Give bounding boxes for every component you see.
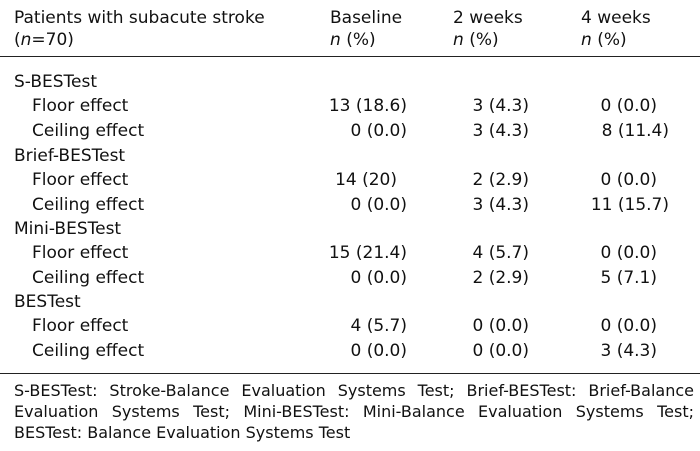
table-row: Ceiling effect 0 (0.0) 3 (4.3) 8 (11.4) bbox=[0, 119, 700, 143]
units-pct: (%) bbox=[597, 30, 627, 50]
header-cell-4weeks: 4 weeks n (%) bbox=[581, 7, 651, 51]
units-n: n bbox=[453, 30, 464, 50]
header-4weeks-label: 4 weeks bbox=[581, 8, 651, 28]
header-2weeks-units: n (%) bbox=[453, 29, 523, 51]
table-row: Ceiling effect 0 (0.0) 2 (2.9) 5 (7.1) bbox=[0, 266, 700, 290]
group-title-row: BESTest bbox=[0, 290, 700, 314]
cell-baseline: 0 (0.0) bbox=[350, 268, 407, 288]
cell-4weeks: 5 (7.1) bbox=[600, 268, 657, 288]
row-label: Floor effect bbox=[32, 96, 129, 116]
cell-baseline: 0 (0.0) bbox=[350, 195, 407, 215]
row-label: Floor effect bbox=[32, 170, 129, 190]
header-cell-patients: Patients with subacute stroke (n=70) bbox=[14, 7, 265, 51]
units-pct: (%) bbox=[469, 30, 499, 50]
cell-2weeks: 2 (2.9) bbox=[472, 170, 529, 190]
row-label: Ceiling effect bbox=[32, 341, 145, 361]
header-cell-2weeks: 2 weeks n (%) bbox=[453, 7, 523, 51]
header-sample-open: ( bbox=[14, 30, 21, 50]
table-row: Ceiling effect 0 (0.0) 0 (0.0) 3 (4.3) bbox=[0, 339, 700, 363]
units-n: n bbox=[330, 30, 341, 50]
cell-2weeks: 0 (0.0) bbox=[472, 316, 529, 336]
cell-2weeks: 3 (4.3) bbox=[472, 121, 529, 141]
header-sample-n: n bbox=[20, 30, 32, 50]
cell-4weeks: 0 (0.0) bbox=[600, 243, 657, 263]
cell-baseline: 0 (0.0) bbox=[350, 121, 407, 141]
header-sample-size: (n=70) bbox=[14, 29, 265, 51]
group-title: S-BESTest bbox=[14, 72, 97, 92]
cell-2weeks: 3 (4.3) bbox=[472, 195, 529, 215]
cell-baseline: 14 (20) bbox=[335, 170, 397, 190]
table-header: Patients with subacute stroke (n=70) Bas… bbox=[0, 0, 700, 57]
footer-divider bbox=[0, 373, 700, 374]
table-row: Ceiling effect 0 (0.0) 3 (4.3) 11 (15.7) bbox=[0, 193, 700, 217]
table-row: Floor effect 4 (5.7) 0 (0.0) 0 (0.0) bbox=[0, 314, 700, 338]
header-4weeks-units: n (%) bbox=[581, 29, 651, 51]
table-row: Floor effect 14 (20) 2 (2.9) 0 (0.0) bbox=[0, 168, 700, 192]
cell-2weeks: 2 (2.9) bbox=[472, 268, 529, 288]
row-label: Ceiling effect bbox=[32, 195, 145, 215]
group-title: BESTest bbox=[14, 292, 81, 312]
cell-4weeks: 8 (11.4) bbox=[601, 121, 669, 141]
cell-2weeks: 3 (4.3) bbox=[472, 96, 529, 116]
cell-baseline: 15 (21.4) bbox=[328, 243, 407, 263]
row-label: Ceiling effect bbox=[32, 121, 145, 141]
header-cell-baseline: Baseline n (%) bbox=[330, 7, 402, 51]
cell-2weeks: 4 (5.7) bbox=[472, 243, 529, 263]
row-label: Floor effect bbox=[32, 316, 129, 336]
group-title-row: S-BESTest bbox=[0, 70, 700, 94]
group-title: Brief-BESTest bbox=[14, 146, 126, 166]
cell-baseline: 0 (0.0) bbox=[350, 341, 407, 361]
units-pct: (%) bbox=[346, 30, 376, 50]
cell-2weeks: 0 (0.0) bbox=[472, 341, 529, 361]
cell-4weeks: 0 (0.0) bbox=[600, 316, 657, 336]
units-n: n bbox=[581, 30, 592, 50]
header-patients-label: Patients with subacute stroke bbox=[14, 8, 265, 28]
header-baseline-units: n (%) bbox=[330, 29, 402, 51]
table-footnote: S-BESTest: Stroke-Balance Evaluation Sys… bbox=[14, 381, 694, 442]
group-title: Mini-BESTest bbox=[14, 219, 122, 239]
group-title-row: Mini-BESTest bbox=[0, 217, 700, 241]
header-2weeks-label: 2 weeks bbox=[453, 8, 523, 28]
cell-4weeks: 0 (0.0) bbox=[600, 170, 657, 190]
cell-4weeks: 3 (4.3) bbox=[600, 341, 657, 361]
cell-4weeks: 0 (0.0) bbox=[600, 96, 657, 116]
row-label: Floor effect bbox=[32, 243, 129, 263]
table-row: Floor effect 15 (21.4) 4 (5.7) 0 (0.0) bbox=[0, 241, 700, 265]
header-baseline-label: Baseline bbox=[330, 8, 403, 28]
cell-4weeks: 11 (15.7) bbox=[590, 195, 669, 215]
cell-baseline: 4 (5.7) bbox=[350, 316, 407, 336]
table-row: Floor effect 13 (18.6) 3 (4.3) 0 (0.0) bbox=[0, 94, 700, 118]
row-label: Ceiling effect bbox=[32, 268, 145, 288]
header-sample-rest: =70) bbox=[31, 30, 74, 50]
group-title-row: Brief-BESTest bbox=[0, 144, 700, 168]
cell-baseline: 13 (18.6) bbox=[328, 96, 407, 116]
